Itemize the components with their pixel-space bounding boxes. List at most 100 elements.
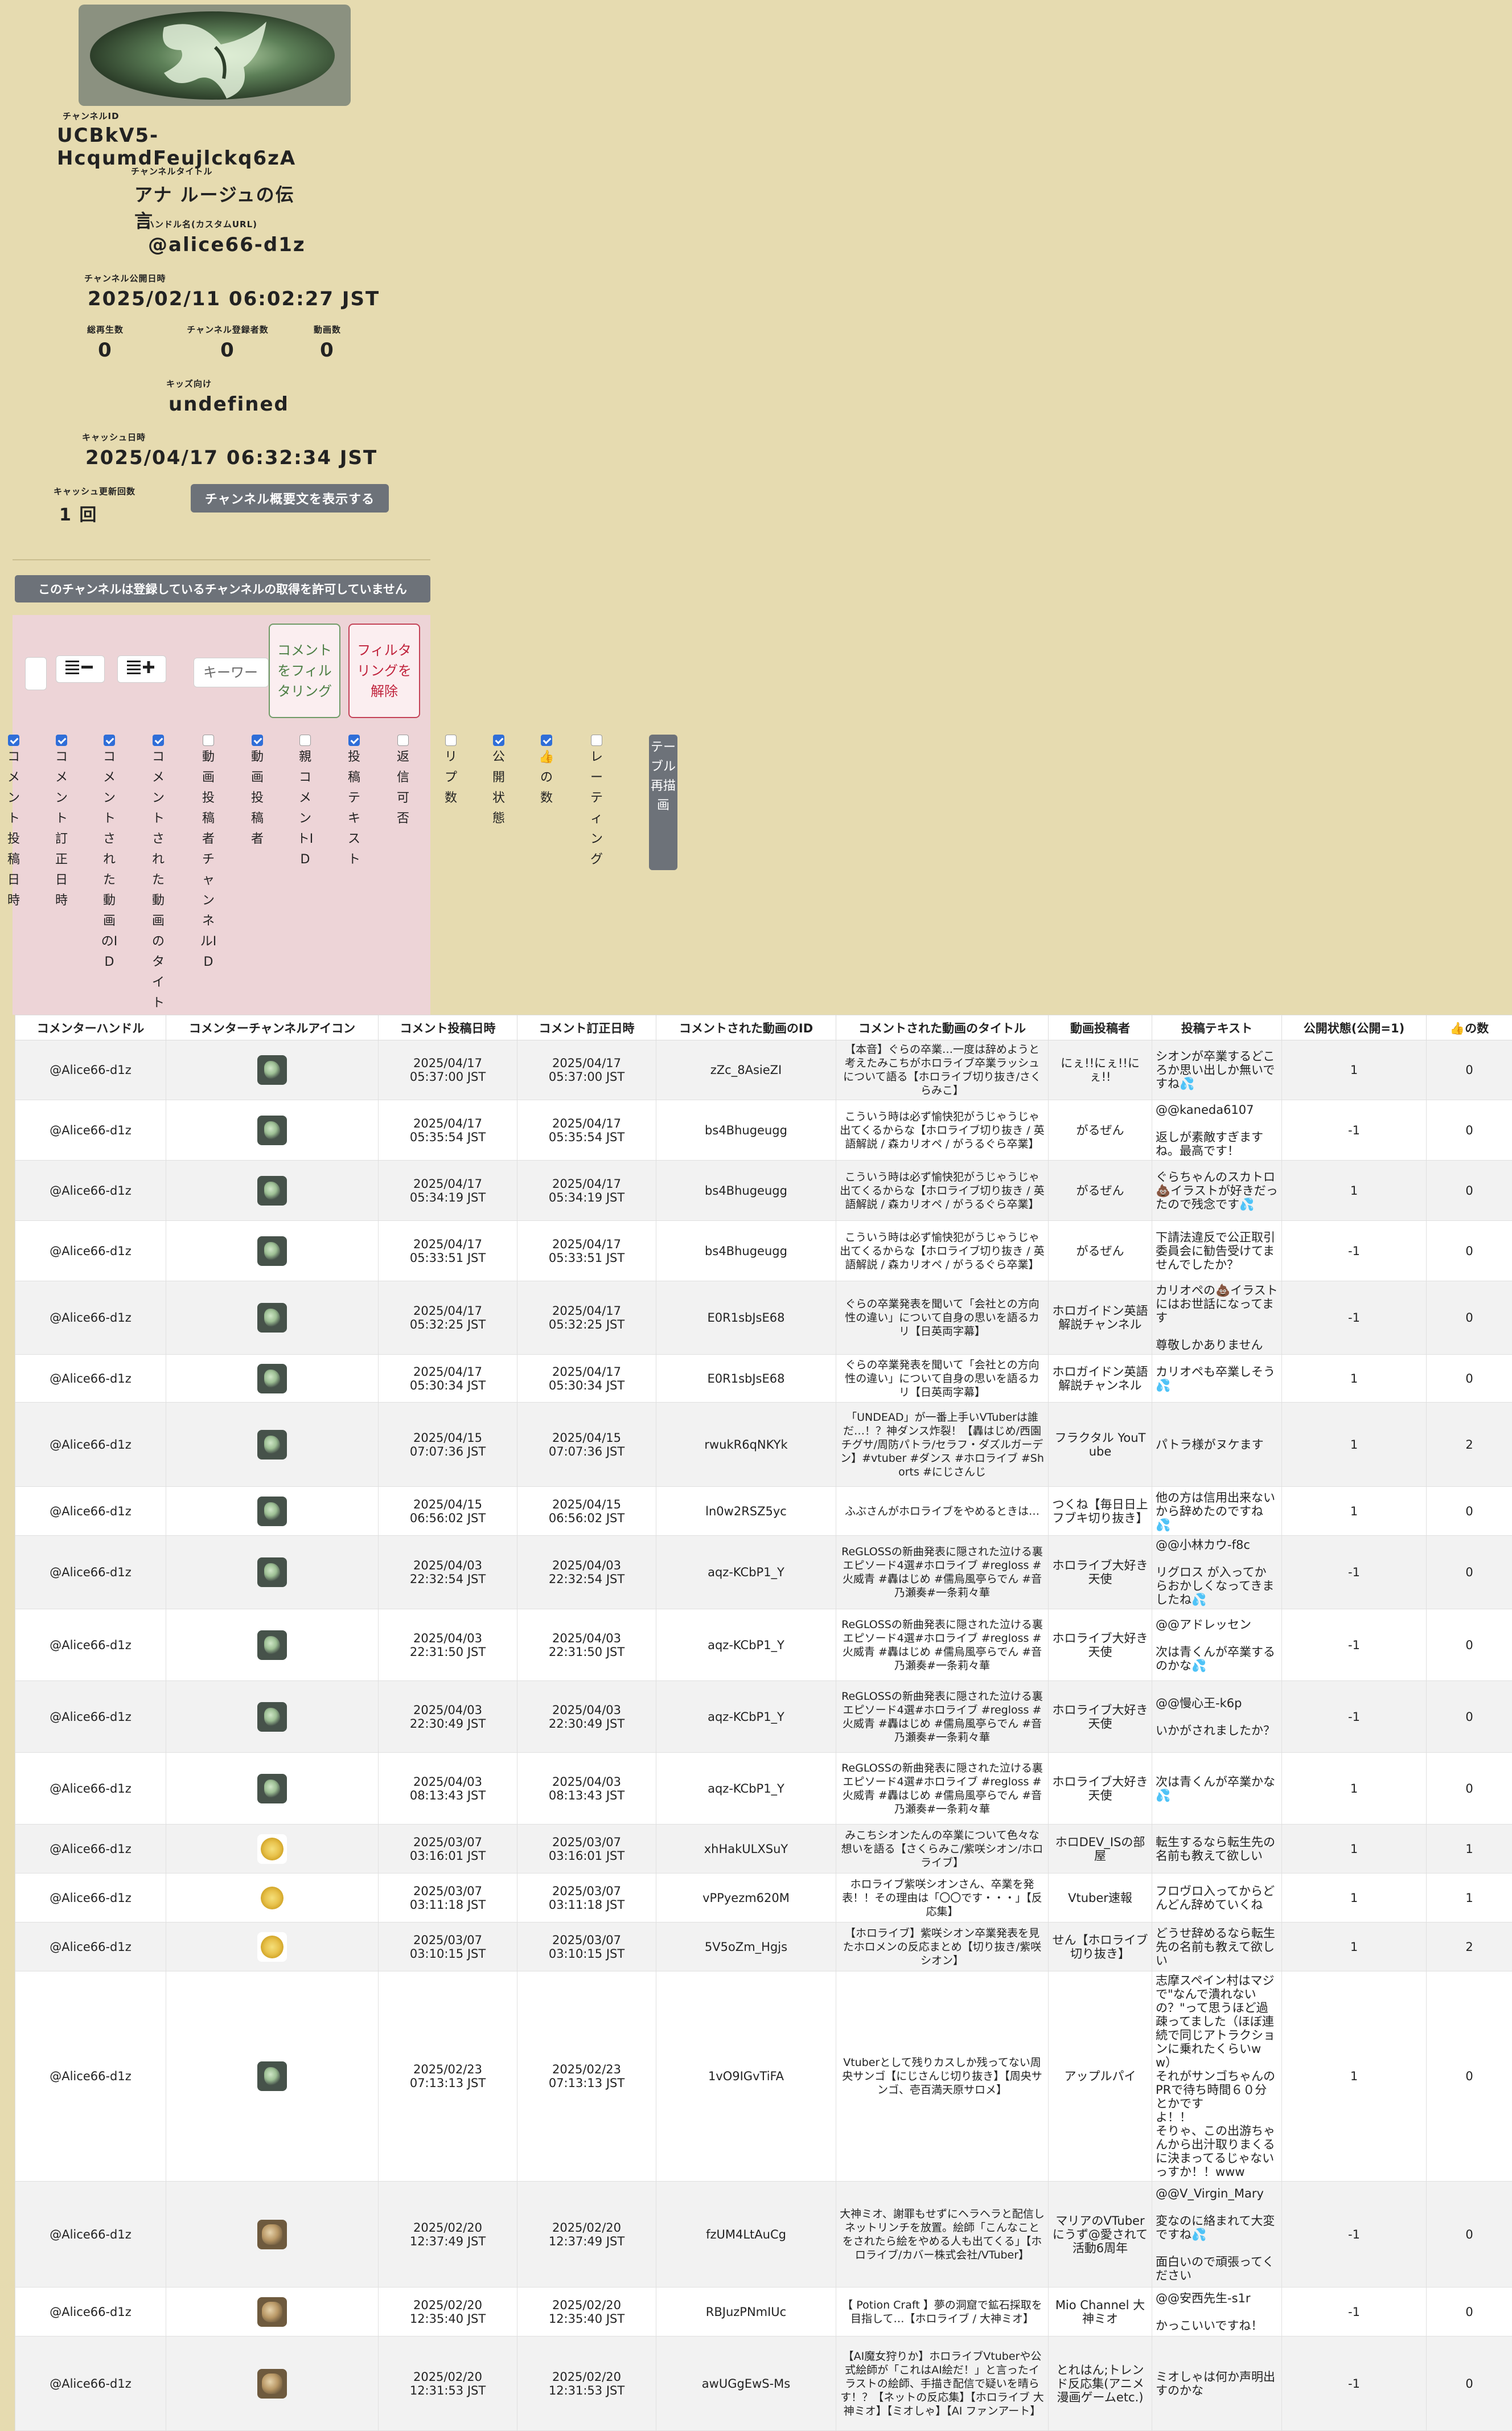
column-toggle[interactable]: 動画投稿者チャンネルID [197, 735, 220, 973]
column-header[interactable]: コメント訂正日時 [517, 1015, 656, 1040]
column-toggle-checkbox[interactable] [541, 735, 552, 746]
keyword-input[interactable]: キーワー [194, 658, 269, 687]
video-title-cell[interactable]: ふぶさんがホロライブをやめるときは… [836, 1487, 1049, 1536]
video-id-cell[interactable]: zZc_8AsieZI [656, 1040, 836, 1100]
video-id-cell[interactable]: aqz-KCbP1_Y [656, 1536, 836, 1609]
column-toggle-checkbox[interactable] [104, 735, 115, 746]
column-header[interactable]: コメンターハンドル [15, 1015, 166, 1040]
commenter-avatar-icon[interactable] [257, 1630, 287, 1660]
column-toggle-checkbox[interactable] [56, 735, 67, 746]
video-title-cell[interactable]: こういう時は必ず愉快犯がうじゃうじゃ出てくるからな【ホロライブ切り抜き / 英語… [836, 1161, 1049, 1221]
collapse-rows-button[interactable] [56, 655, 105, 683]
show-channel-description-button[interactable]: チャンネル概要文を表示する [191, 484, 389, 513]
video-title-cell[interactable]: ReGLOSSの新曲発表に隠された泣ける裏エピソード4選#ホロライブ #regl… [836, 1681, 1049, 1753]
video-title-cell[interactable]: 【本音】ぐらの卒業…一度は辞めようと考えたみこちがホロライブ卒業ラッシュについて… [836, 1040, 1049, 1100]
column-toggle-checkbox[interactable] [397, 735, 409, 746]
video-title-cell[interactable]: Vtuberとして残りカスしか残ってない周央サンゴ【にじさんじ切り抜き】【周央サ… [836, 1971, 1049, 2182]
commenter-avatar-icon[interactable] [257, 1497, 287, 1526]
clear-filter-button[interactable]: フィルタリングを解除 [348, 624, 420, 718]
commenter-avatar-icon[interactable] [257, 1774, 287, 1803]
commenter-avatar-icon[interactable] [257, 1932, 287, 1962]
column-toggle-checkbox[interactable] [493, 735, 504, 746]
commenter-avatar-icon[interactable] [257, 2369, 287, 2399]
video-id-cell[interactable]: ln0w2RSZ5yc [656, 1487, 836, 1536]
commenter-avatar-icon[interactable] [257, 1364, 287, 1393]
commenter-avatar-icon[interactable] [257, 1116, 287, 1145]
video-id-cell[interactable]: aqz-KCbP1_Y [656, 1753, 836, 1825]
video-id-cell[interactable]: aqz-KCbP1_Y [656, 1681, 836, 1753]
video-title-cell[interactable]: ホロライブ紫咲シオンさん、卒業を発表！！その理由は「〇〇です・・・」【反応集】 [836, 1874, 1049, 1922]
video-title-cell[interactable]: 大神ミオ、謝罪もせずにヘラヘラと配信しネットリンチを放置。絵師「こんなことをされ… [836, 2182, 1049, 2287]
commenter-avatar-icon[interactable] [257, 1303, 287, 1333]
column-toggle[interactable]: 返信可否 [392, 735, 414, 829]
video-title-cell[interactable]: ぐらの卒業発表を聞いて「会社との方向性の違い」について自身の思いを語るカリ【日英… [836, 1355, 1049, 1403]
video-title-cell[interactable]: 「UNDEAD」が一番上手いVTuberは誰だ…！？神ダンス炸裂！【轟はじめ/西… [836, 1403, 1049, 1487]
commenter-avatar-icon[interactable] [257, 1834, 287, 1864]
column-header[interactable]: 👍の数 [1427, 1015, 1512, 1040]
video-id-cell[interactable]: 1vO9IGvTiFA [656, 1971, 836, 2182]
video-id-cell[interactable]: bs4Bhugeugg [656, 1100, 836, 1161]
column-toggle-checkbox[interactable] [153, 735, 164, 746]
commenter-avatar-icon[interactable] [257, 1702, 287, 1732]
video-id-cell[interactable]: awUGgEwS-Ms [656, 2336, 836, 2431]
video-id-cell[interactable]: fzUM4LtAuCg [656, 2182, 836, 2287]
column-toggle[interactable]: 投稿テキスト [343, 735, 365, 870]
column-toggle[interactable]: コメントされた動画のタイトル [147, 735, 170, 1034]
column-toggle[interactable]: コメント投稿日時 [2, 735, 25, 911]
video-title-cell[interactable]: ReGLOSSの新曲発表に隠された泣ける裏エピソード4選#ホロライブ #regl… [836, 1609, 1049, 1681]
commenter-avatar-icon[interactable] [257, 2297, 287, 2327]
column-toggle[interactable]: コメント訂正日時 [50, 735, 73, 911]
video-title-cell[interactable]: 【 Potion Craft 】夢の洞窟で鉱石採取を目指して…【ホロライブ / … [836, 2287, 1049, 2336]
column-toggle-checkbox[interactable] [252, 735, 263, 746]
column-header[interactable]: 動画投稿者 [1049, 1015, 1152, 1040]
commenter-avatar-icon[interactable] [257, 1430, 287, 1460]
video-title-cell[interactable]: 【AI魔女狩りか】ホロライブVtuberや公式絵師が「これはAI絵だ！」と言った… [836, 2336, 1049, 2431]
column-toggle-checkbox[interactable] [8, 735, 19, 746]
column-header[interactable]: コメントされた動画のID [656, 1015, 836, 1040]
video-id-cell[interactable]: aqz-KCbP1_Y [656, 1609, 836, 1681]
column-toggle-checkbox[interactable] [591, 735, 602, 746]
column-toggle[interactable]: 親コメントID [294, 735, 317, 870]
video-id-cell[interactable]: 5V5oZm_Hgjs [656, 1922, 836, 1971]
video-id-cell[interactable]: RBJuzPNmIUc [656, 2287, 836, 2336]
commenter-avatar-icon[interactable] [257, 1236, 287, 1266]
column-toggle-checkbox[interactable] [445, 735, 457, 746]
column-toggle[interactable]: 👍の数 [535, 735, 558, 809]
column-header[interactable]: コメント投稿日時 [379, 1015, 517, 1040]
commenter-avatar-icon[interactable] [257, 1176, 287, 1206]
video-id-cell[interactable]: bs4Bhugeugg [656, 1161, 836, 1221]
video-title-cell[interactable]: こういう時は必ず愉快犯がうじゃうじゃ出てくるからな【ホロライブ切り抜き / 英語… [836, 1221, 1049, 1281]
apply-filter-button[interactable]: コメントをフィルタリング [269, 624, 340, 718]
video-id-cell[interactable]: vPPyezm620M [656, 1874, 836, 1922]
video-title-cell[interactable]: ReGLOSSの新曲発表に隠された泣ける裏エピソード4選#ホロライブ #regl… [836, 1536, 1049, 1609]
commenter-avatar-icon[interactable] [257, 1055, 287, 1085]
column-toggle[interactable]: コメントされた動画のID [98, 735, 121, 973]
video-id-cell[interactable]: E0R1sbJsE68 [656, 1355, 836, 1403]
commenter-avatar-icon[interactable] [257, 1883, 287, 1913]
video-id-cell[interactable]: E0R1sbJsE68 [656, 1281, 836, 1355]
commenter-avatar-icon[interactable] [257, 2220, 287, 2249]
column-header[interactable]: 投稿テキスト [1152, 1015, 1282, 1040]
column-toggle[interactable]: リプ数 [439, 735, 462, 809]
redraw-table-button[interactable]: テーブル再描画 [649, 735, 677, 870]
video-title-cell[interactable]: みこちシオンたんの卒業について色々な想いを語る【さくらみこ/紫咲シオン/ホロライ… [836, 1825, 1049, 1874]
column-header[interactable]: コメントされた動画のタイトル [836, 1015, 1049, 1040]
expand-rows-button[interactable] [117, 655, 166, 683]
column-toggle[interactable]: 公開状態 [487, 735, 510, 829]
commenter-avatar-icon[interactable] [257, 1557, 287, 1587]
video-id-cell[interactable]: bs4Bhugeugg [656, 1221, 836, 1281]
video-id-cell[interactable]: rwukR6qNKYk [656, 1403, 836, 1487]
select-all-toggle[interactable] [25, 657, 47, 690]
column-toggle-checkbox[interactable] [203, 735, 214, 746]
video-title-cell[interactable]: ReGLOSSの新曲発表に隠された泣ける裏エピソード4選#ホロライブ #regl… [836, 1753, 1049, 1825]
column-toggle-checkbox[interactable] [348, 735, 360, 746]
video-title-cell[interactable]: 【ホロライブ】紫咲シオン卒業発表を見たホロメンの反応まとめ【切り抜き/紫咲シオン… [836, 1922, 1049, 1971]
video-title-cell[interactable]: こういう時は必ず愉快犯がうじゃうじゃ出てくるからな【ホロライブ切り抜き / 英語… [836, 1100, 1049, 1161]
commenter-avatar-icon[interactable] [257, 2061, 287, 2091]
column-header[interactable]: 公開状態(公開=1) [1282, 1015, 1427, 1040]
column-toggle-checkbox[interactable] [299, 735, 311, 746]
column-header[interactable]: コメンターチャンネルアイコン [166, 1015, 379, 1040]
video-title-cell[interactable]: ぐらの卒業発表を聞いて「会社との方向性の違い」について自身の思いを語るカリ【日英… [836, 1281, 1049, 1355]
column-toggle[interactable]: レーティング [585, 735, 608, 870]
column-toggle[interactable]: 動画投稿者 [246, 735, 269, 850]
